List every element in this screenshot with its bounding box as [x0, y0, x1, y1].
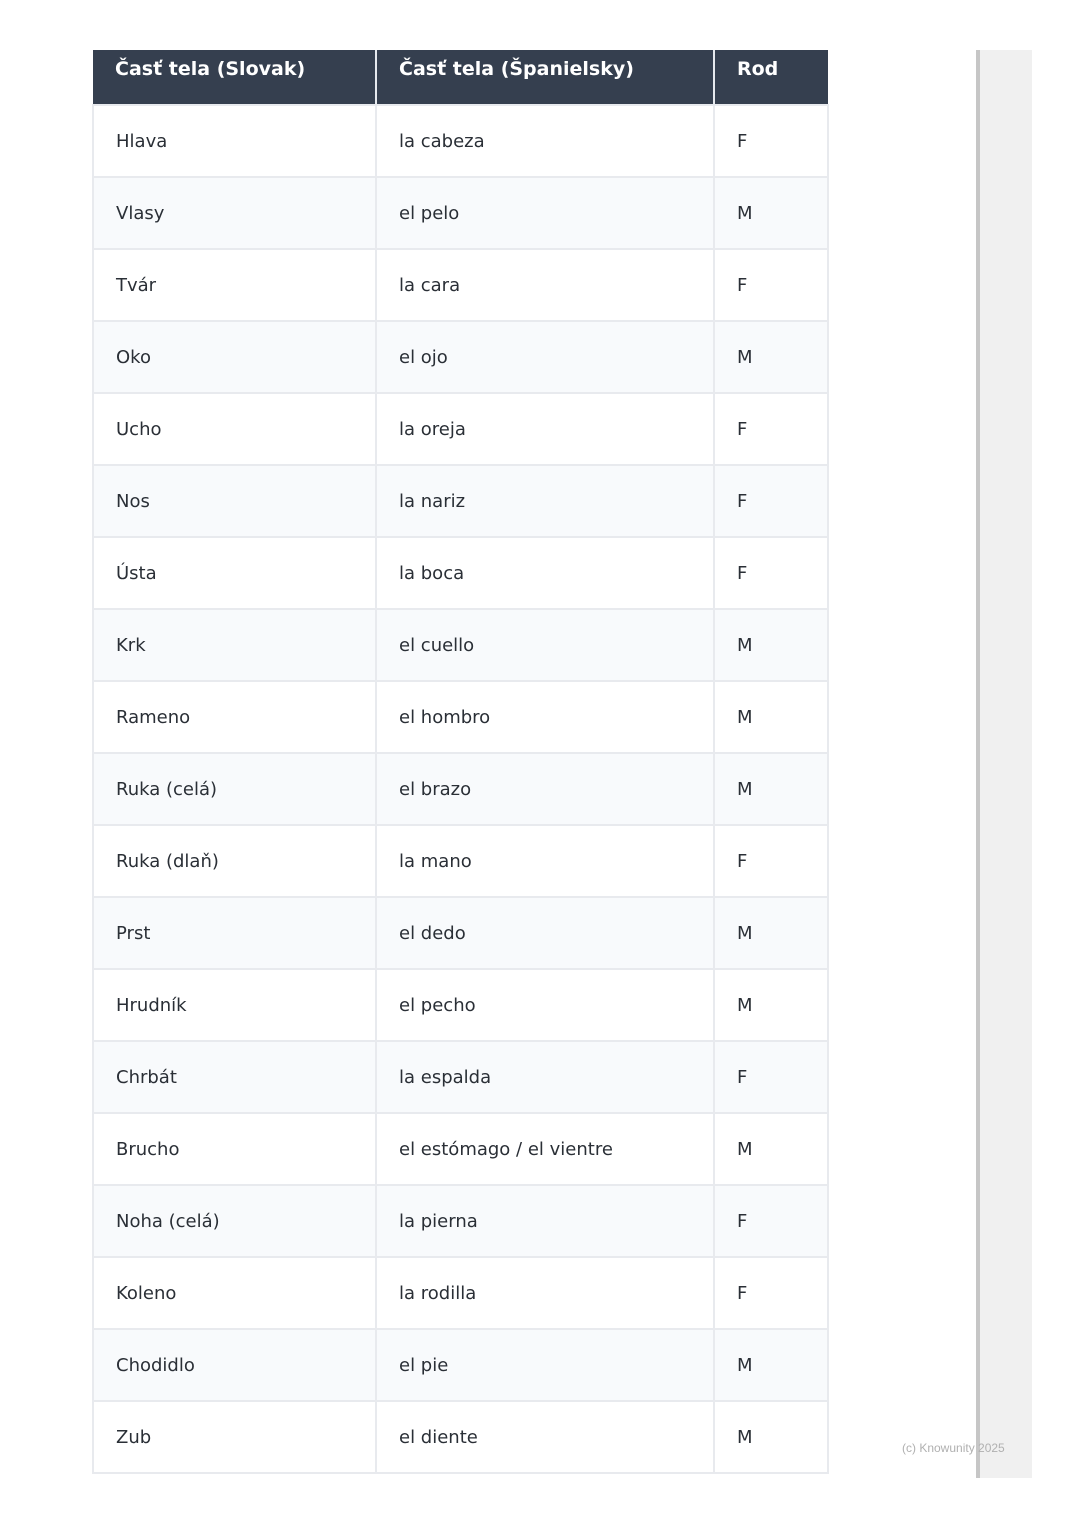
cell-spanish: el estómago / el vientre: [375, 1112, 715, 1186]
cell-spanish: la rodilla: [375, 1256, 715, 1330]
cell-slovak: Hlava: [92, 104, 377, 178]
cell-slovak: Nos: [92, 464, 377, 538]
header-slovak: Časť tela (Slovak): [93, 50, 377, 105]
cell-slovak: Ústa: [92, 536, 377, 610]
table-row: Prst el dedo M: [92, 896, 829, 970]
cell-spanish: la oreja: [375, 392, 715, 466]
table-row: Ucho la oreja F: [92, 392, 829, 466]
cell-gender: F: [713, 1184, 829, 1258]
table-row: Brucho el estómago / el vientre M: [92, 1112, 829, 1186]
table-row: Zub el diente M: [92, 1400, 829, 1474]
cell-gender: M: [713, 1112, 829, 1186]
cell-gender: M: [713, 752, 829, 826]
cell-slovak: Prst: [92, 896, 377, 970]
table-row: Ruka (celá) el brazo M: [92, 752, 829, 826]
cell-spanish: el ojo: [375, 320, 715, 394]
cell-slovak: Oko: [92, 320, 377, 394]
cell-spanish: la mano: [375, 824, 715, 898]
cell-spanish: el pecho: [375, 968, 715, 1042]
cell-gender: M: [713, 896, 829, 970]
cell-gender: F: [713, 1040, 829, 1114]
cell-spanish: el pie: [375, 1328, 715, 1402]
table-row: Ruka (dlaň) la mano F: [92, 824, 829, 898]
table-row: Koleno la rodilla F: [92, 1256, 829, 1330]
cell-gender: M: [713, 608, 829, 682]
cell-gender: M: [713, 320, 829, 394]
cell-spanish: la espalda: [375, 1040, 715, 1114]
cell-spanish: el brazo: [375, 752, 715, 826]
cell-slovak: Chrbát: [92, 1040, 377, 1114]
table-row: Chodidlo el pie M: [92, 1328, 829, 1402]
table-row: Oko el ojo M: [92, 320, 829, 394]
cell-spanish: el dedo: [375, 896, 715, 970]
cell-slovak: Koleno: [92, 1256, 377, 1330]
table-row: Rameno el hombro M: [92, 680, 829, 754]
cell-slovak: Noha (celá): [92, 1184, 377, 1258]
table-row: Tvár la cara F: [92, 248, 829, 322]
header-gender: Rod: [714, 50, 828, 105]
cell-slovak: Zub: [92, 1400, 377, 1474]
table-row: Nos la nariz F: [92, 464, 829, 538]
table-row: Krk el cuello M: [92, 608, 829, 682]
cell-spanish: la cara: [375, 248, 715, 322]
cell-gender: F: [713, 536, 829, 610]
cell-spanish: la pierna: [375, 1184, 715, 1258]
cell-gender: M: [713, 1328, 829, 1402]
cell-spanish: el hombro: [375, 680, 715, 754]
cell-gender: F: [713, 392, 829, 466]
table-row: Hlava la cabeza F: [92, 104, 829, 178]
side-panel: [976, 50, 1032, 1478]
table-header-row: Časť tela (Slovak) Časť tela (Španielsky…: [93, 50, 828, 105]
cell-gender: M: [713, 176, 829, 250]
cell-gender: M: [713, 680, 829, 754]
cell-spanish: el diente: [375, 1400, 715, 1474]
cell-gender: F: [713, 1256, 829, 1330]
cell-gender: M: [713, 1400, 829, 1474]
cell-gender: F: [713, 824, 829, 898]
cell-slovak: Brucho: [92, 1112, 377, 1186]
cell-spanish: la nariz: [375, 464, 715, 538]
cell-slovak: Tvár: [92, 248, 377, 322]
cell-slovak: Ruka (dlaň): [92, 824, 377, 898]
cell-gender: M: [713, 968, 829, 1042]
cell-slovak: Chodidlo: [92, 1328, 377, 1402]
cell-spanish: la boca: [375, 536, 715, 610]
table-row: Ústa la boca F: [92, 536, 829, 610]
cell-slovak: Ruka (celá): [92, 752, 377, 826]
cell-spanish: el pelo: [375, 176, 715, 250]
cell-spanish: la cabeza: [375, 104, 715, 178]
table-row: Noha (celá) la pierna F: [92, 1184, 829, 1258]
table-row: Vlasy el pelo M: [92, 176, 829, 250]
cell-gender: F: [713, 104, 829, 178]
cell-spanish: el cuello: [375, 608, 715, 682]
copyright: (c) Knowunity 2025: [902, 1441, 1005, 1455]
cell-gender: F: [713, 464, 829, 538]
cell-slovak: Vlasy: [92, 176, 377, 250]
cell-gender: F: [713, 248, 829, 322]
header-spanish: Časť tela (Španielsky): [376, 50, 715, 105]
cell-slovak: Hrudník: [92, 968, 377, 1042]
cell-slovak: Krk: [92, 608, 377, 682]
cell-slovak: Rameno: [92, 680, 377, 754]
table-row: Chrbát la espalda F: [92, 1040, 829, 1114]
cell-slovak: Ucho: [92, 392, 377, 466]
table-row: Hrudník el pecho M: [92, 968, 829, 1042]
body-parts-table: Časť tela (Slovak) Časť tela (Španielsky…: [92, 50, 829, 1474]
